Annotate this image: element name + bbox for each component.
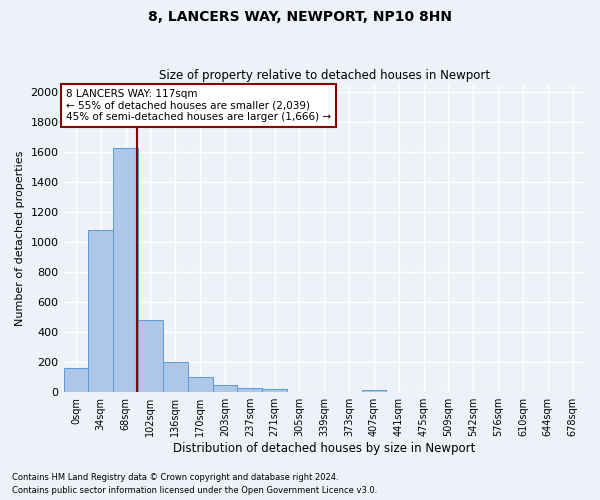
Text: 8 LANCERS WAY: 117sqm
← 55% of detached houses are smaller (2,039)
45% of semi-d: 8 LANCERS WAY: 117sqm ← 55% of detached …: [66, 89, 331, 122]
Text: 8, LANCERS WAY, NEWPORT, NP10 8HN: 8, LANCERS WAY, NEWPORT, NP10 8HN: [148, 10, 452, 24]
Bar: [113, 148, 138, 392]
Bar: [188, 377, 212, 392]
Bar: [238, 388, 262, 392]
Bar: [138, 320, 163, 392]
Y-axis label: Number of detached properties: Number of detached properties: [15, 150, 25, 326]
X-axis label: Distribution of detached houses by size in Newport: Distribution of detached houses by size …: [173, 442, 475, 455]
Bar: [212, 386, 238, 392]
Title: Size of property relative to detached houses in Newport: Size of property relative to detached ho…: [159, 69, 490, 82]
Bar: [88, 230, 113, 392]
Bar: [64, 368, 88, 392]
Bar: [262, 389, 287, 392]
Text: Contains HM Land Registry data © Crown copyright and database right 2024.
Contai: Contains HM Land Registry data © Crown c…: [12, 474, 377, 495]
Bar: [163, 362, 188, 392]
Bar: [362, 390, 386, 392]
